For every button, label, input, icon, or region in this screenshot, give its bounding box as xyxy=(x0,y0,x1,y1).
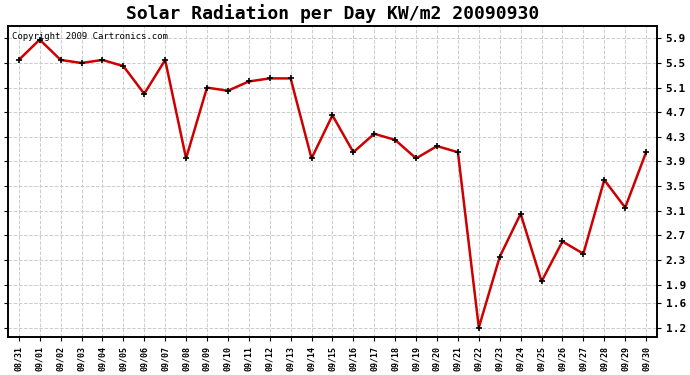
Text: Copyright 2009 Cartronics.com: Copyright 2009 Cartronics.com xyxy=(12,32,168,41)
Title: Solar Radiation per Day KW/m2 20090930: Solar Radiation per Day KW/m2 20090930 xyxy=(126,4,539,23)
